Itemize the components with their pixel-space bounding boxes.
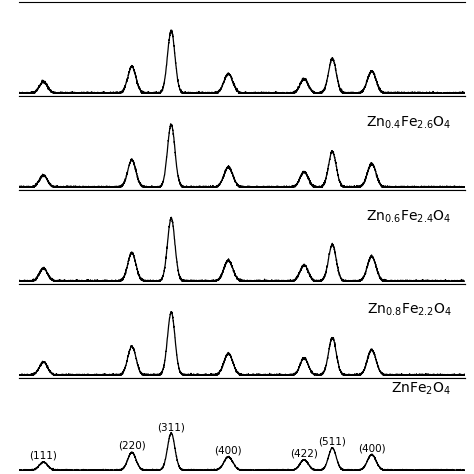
Text: ZnFe$_2$O$_4$: ZnFe$_2$O$_4$ [391,381,451,397]
Text: Zn$_{0.8}$Fe$_{2.2}$O$_4$: Zn$_{0.8}$Fe$_{2.2}$O$_4$ [366,302,451,319]
Text: Zn$_{0.6}$Fe$_{2.4}$O$_4$: Zn$_{0.6}$Fe$_{2.4}$O$_4$ [366,208,451,225]
Text: (111): (111) [29,451,57,461]
Text: (400): (400) [215,445,242,455]
Text: Zn$_{0.4}$Fe$_{2.6}$O$_4$: Zn$_{0.4}$Fe$_{2.6}$O$_4$ [366,114,451,131]
Text: (422): (422) [290,448,318,458]
Text: (220): (220) [118,441,146,451]
Text: (511): (511) [319,437,346,447]
Text: (400): (400) [358,443,385,453]
Text: (311): (311) [157,422,185,432]
